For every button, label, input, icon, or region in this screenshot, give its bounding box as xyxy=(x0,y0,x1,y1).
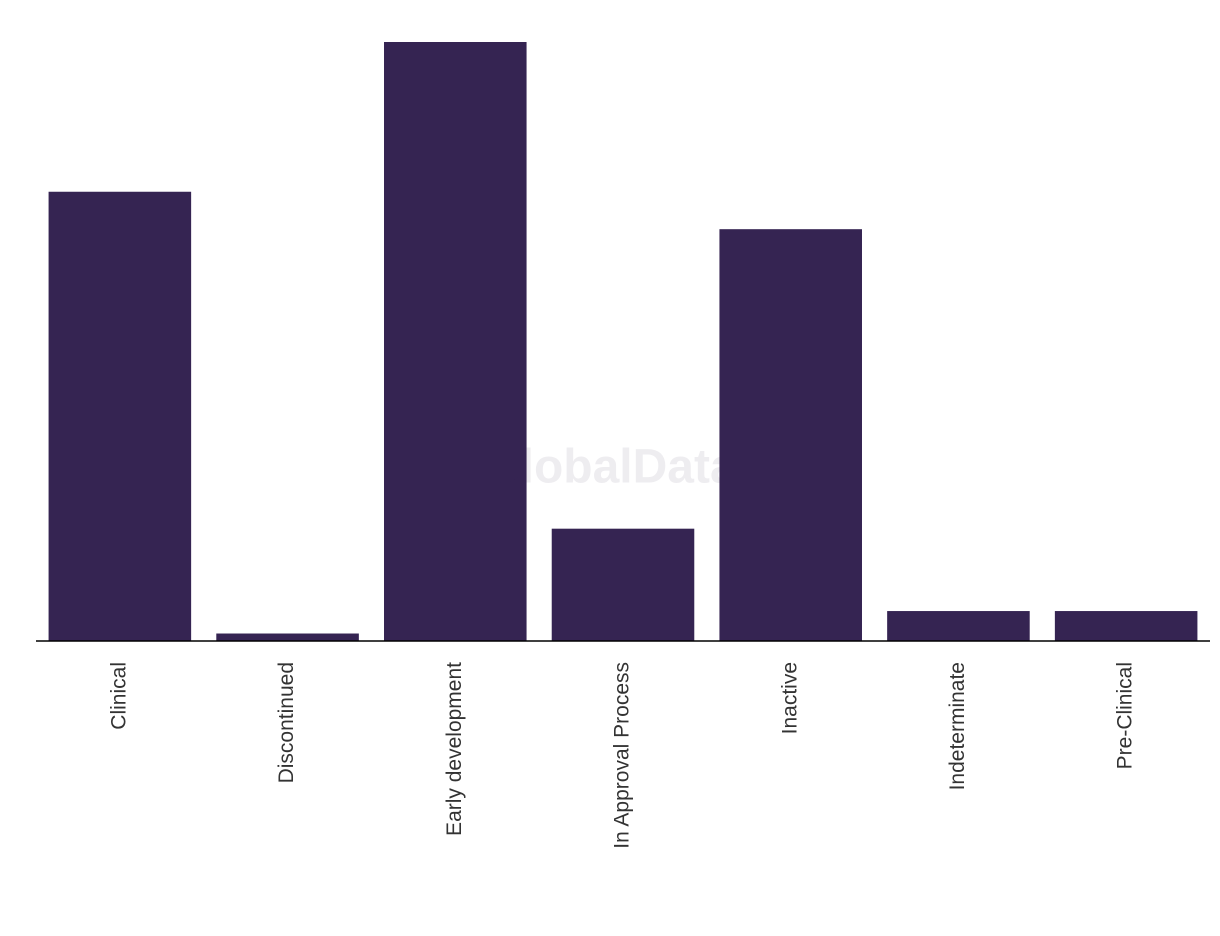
bar xyxy=(216,633,359,641)
x-tick-label: In Approval Process xyxy=(611,662,634,849)
x-tick-label: Inactive xyxy=(778,662,801,734)
x-tick-label: Early development xyxy=(443,662,466,836)
bar xyxy=(719,229,862,641)
bar xyxy=(551,528,695,641)
bar xyxy=(48,191,192,641)
bar xyxy=(1054,611,1198,641)
x-tick-label: Clinical xyxy=(107,662,130,730)
bar xyxy=(384,42,527,641)
watermark: GlobalData xyxy=(483,441,737,494)
x-tick-label: Pre-Clinical xyxy=(1114,662,1137,769)
x-tick-label: Discontinued xyxy=(275,662,298,783)
x-tick-label: Indeterminate xyxy=(946,662,969,790)
bar xyxy=(887,611,1030,641)
